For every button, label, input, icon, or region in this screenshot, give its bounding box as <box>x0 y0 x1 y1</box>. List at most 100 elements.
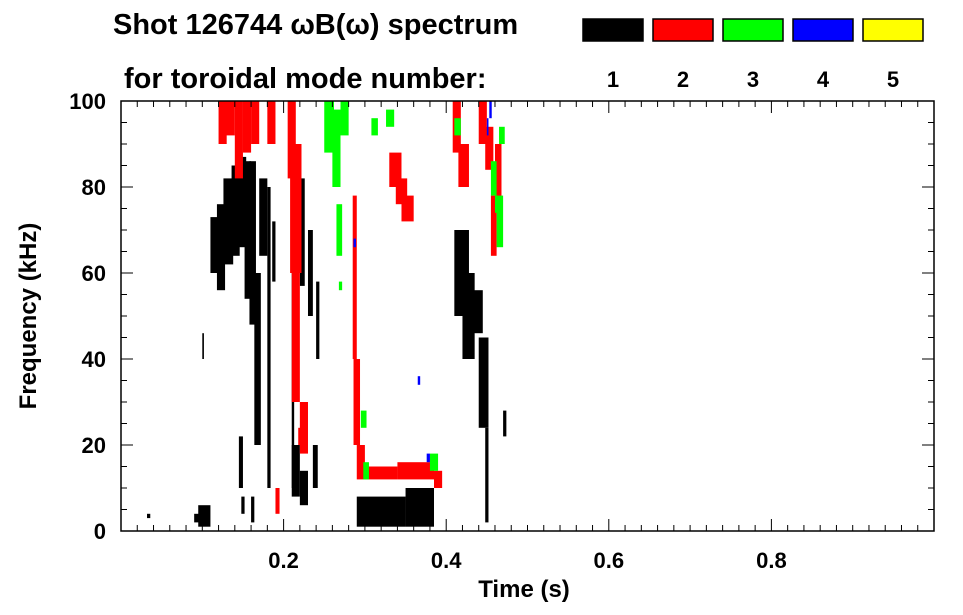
spectrum-mark-n4-0 <box>353 238 356 248</box>
spectrum-mark-n2-25 <box>490 195 497 256</box>
spectrum-mark-n2-11 <box>298 427 304 445</box>
spectrum-mark-n1-7 <box>254 273 261 445</box>
spectrum-mark-n1-32 <box>147 513 151 519</box>
spectrum-mark-n1-11 <box>238 436 243 488</box>
x-tick-label: 0.6 <box>594 548 625 573</box>
axes: 0.2 0.4 0.6 0.8 0 20 40 60 80 100 <box>69 89 935 573</box>
spectrum-mark-n3-13 <box>494 195 499 213</box>
x-tick-label: 0.8 <box>756 548 787 573</box>
spectrum-mark-n1-29 <box>503 410 507 437</box>
spectrum-mark-n1-17 <box>312 445 318 488</box>
y-tick-label: 20 <box>82 433 106 458</box>
y-tick-label: 80 <box>82 175 106 200</box>
spectrum-mark-n4-4 <box>426 453 430 463</box>
spectrum-mark-n3-1 <box>332 109 341 187</box>
y-axis-label: Frequency (kHz) <box>15 223 42 410</box>
spectrum-mark-n1-10 <box>272 221 276 282</box>
spectrum-mark-n4-2 <box>489 101 492 119</box>
series-4 <box>353 101 492 463</box>
spectrum-mark-n2-23 <box>478 101 487 144</box>
legend-label-4: 4 <box>817 67 830 92</box>
spectrum-mark-n2-15 <box>364 466 398 480</box>
spectrum-mark-n1-15 <box>307 230 313 316</box>
spectrum-mark-n1-27 <box>478 337 489 428</box>
spectrum-mark-n1-23 <box>364 505 398 523</box>
plot-area <box>147 101 507 527</box>
spectrum-mark-n2-7 <box>290 144 302 273</box>
spectrum-mark-n2-0 <box>218 101 227 144</box>
spectrum-mark-n2-2 <box>234 101 243 179</box>
spectrum-mark-n1-3 <box>231 165 240 256</box>
spectrum-mark-n1-18 <box>316 281 320 359</box>
series-1 <box>147 144 507 527</box>
spectrum-mark-n3-9 <box>429 453 439 471</box>
spectrum-mark-n1-26 <box>470 290 483 334</box>
spectrum-mark-n2-16 <box>397 462 435 480</box>
spectrum-mark-n2-20 <box>401 195 414 222</box>
spectrum-mark-n1-4 <box>238 156 247 248</box>
spectrum-mark-n2-13 <box>353 359 361 445</box>
spectrum-mark-n1-1 <box>216 204 226 291</box>
legend-swatch-3 <box>722 18 784 42</box>
spectrum-mark-n2-4 <box>251 101 260 144</box>
spectrum-mark-n2-10 <box>275 488 280 514</box>
spectrum-mark-n3-2 <box>336 204 343 256</box>
spectrum-mark-n1-28 <box>485 427 489 523</box>
spectrum-mark-n3-3 <box>340 101 349 136</box>
spectrum-mark-n1-5 <box>244 161 252 299</box>
spectrum-mark-n4-3 <box>486 118 489 136</box>
spectrum-mark-n2-12 <box>352 195 357 359</box>
spectrum-mark-n1-22 <box>405 488 435 527</box>
x-axis-label: Time (s) <box>478 576 570 603</box>
spectrum-mark-n3-6 <box>360 410 367 428</box>
spectrum-mark-n1-12 <box>241 496 245 514</box>
spectrum-mark-n2-3 <box>242 101 252 153</box>
legend-label-1: 1 <box>607 67 619 92</box>
chart-title: Shot 126744 ωB(ω) spectrum <box>113 9 518 41</box>
spectrum-mark-n3-7 <box>363 462 369 480</box>
spectrum-mark-n1-0 <box>210 217 219 273</box>
spectrum-mark-n2-22 <box>458 144 469 187</box>
y-tick-label: 0 <box>94 519 106 544</box>
y-tick-label: 40 <box>82 347 106 372</box>
spectrum-mark-n1-33 <box>202 333 204 359</box>
spectrum-mark-n2-6 <box>287 101 296 179</box>
spectrum-mark-n2-8 <box>291 273 300 402</box>
y-tick-label: 100 <box>69 89 106 114</box>
spectrum-mark-n2-26 <box>494 144 502 213</box>
legend: 1 2 3 4 5 <box>582 18 924 92</box>
spectrum-mark-n2-17 <box>434 470 443 488</box>
chart-subtitle: for toroidal mode number: <box>124 63 487 95</box>
spectrum-mark-n2-1 <box>225 101 235 136</box>
legend-label-2: 2 <box>677 67 689 92</box>
spectrum-mark-n3-14 <box>338 281 343 291</box>
legend-swatch-5 <box>862 18 924 42</box>
spectrum-mark-n1-13 <box>251 496 255 523</box>
spectrum-mark-n3-8 <box>454 118 461 136</box>
spectrum-mark-n2-19 <box>395 178 408 205</box>
spectrum-mark-n3-12 <box>499 126 505 144</box>
x-tick-label: 0.2 <box>268 548 299 573</box>
spectrum-mark-n2-24 <box>485 126 494 170</box>
spectrum-mark-n3-10 <box>490 161 497 196</box>
legend-swatch-2 <box>652 18 714 42</box>
legend-swatch-4 <box>792 18 854 42</box>
spectrum-mark-n1-20 <box>299 470 308 506</box>
spectrum-mark-n2-5 <box>267 101 276 144</box>
spectrum-mark-n1-6 <box>249 161 256 325</box>
legend-swatch-1 <box>582 18 644 42</box>
x-tick-label: 0.4 <box>431 548 462 573</box>
legend-label-3: 3 <box>747 67 759 92</box>
spectrum-mark-n1-8 <box>259 178 268 256</box>
spectrum-mark-n1-30 <box>198 505 211 527</box>
spectrum-mark-n3-0 <box>324 101 335 153</box>
spectrum-mark-n1-2 <box>223 178 234 265</box>
legend-label-5: 5 <box>887 67 899 92</box>
spectrum-mark-n2-9 <box>299 402 308 454</box>
spectrum-mark-n4-1 <box>417 376 421 385</box>
spectrum-mark-n3-5 <box>371 118 378 136</box>
spectrum-mark-n2-14 <box>356 445 365 480</box>
y-tick-label: 60 <box>82 261 106 286</box>
spectrum-mark-n3-11 <box>496 195 504 248</box>
